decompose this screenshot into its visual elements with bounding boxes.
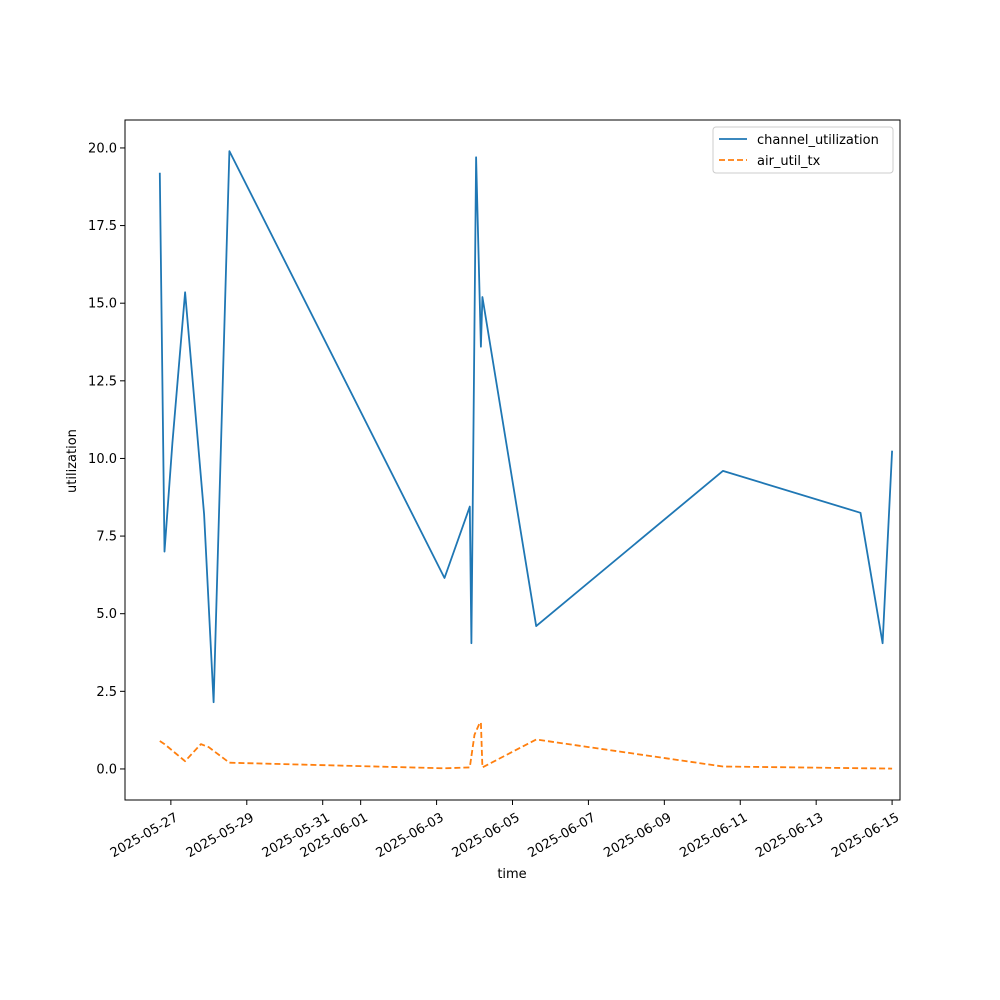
data-point — [474, 734, 475, 735]
data-point — [159, 741, 160, 742]
data-point — [213, 702, 214, 703]
data-point — [860, 512, 861, 513]
data-point — [476, 157, 477, 158]
data-point — [208, 747, 209, 748]
data-point — [479, 723, 480, 724]
data-point — [204, 514, 205, 515]
y-tick-label: 17.5 — [88, 219, 117, 234]
data-point — [882, 643, 883, 644]
legend-box — [712, 126, 894, 174]
y-tick-label: 0.0 — [96, 762, 117, 777]
data-point — [444, 768, 445, 769]
data-point — [200, 744, 201, 745]
data-point — [482, 767, 483, 768]
data-point — [172, 442, 173, 443]
legend-label-channel-utilization: channel_utilization — [757, 133, 879, 148]
y-tick-label: 10.0 — [88, 452, 117, 467]
data-point — [229, 151, 230, 152]
legend: channel_utilization air_util_tx — [712, 126, 894, 174]
data-point — [722, 766, 723, 767]
data-point — [164, 744, 165, 745]
data-point — [159, 172, 160, 173]
data-point — [469, 506, 470, 507]
y-axis-label: utilization — [65, 429, 80, 493]
legend-label-air-util-tx: air_util_tx — [757, 154, 821, 169]
x-axis-label: time — [497, 867, 526, 882]
y-tick-label: 20.0 — [88, 141, 117, 156]
data-point — [536, 626, 537, 627]
y-axis: 0.0 2.5 5.0 7.5 10.0 12.5 15.0 17.5 20.0 — [88, 141, 125, 777]
data-point — [892, 450, 893, 451]
series-line-air-util-tx — [159, 721, 893, 770]
y-tick-label: 12.5 — [88, 374, 117, 389]
data-point — [480, 722, 481, 723]
data-point — [471, 643, 472, 644]
series-line-channel-utilization — [158, 150, 893, 704]
data-point — [185, 292, 186, 293]
data-point — [482, 297, 483, 298]
y-tick-label: 5.0 — [96, 607, 117, 622]
data-point — [722, 470, 723, 471]
data-point — [164, 551, 165, 552]
data-point — [469, 767, 470, 768]
y-tick-label: 2.5 — [96, 685, 117, 700]
y-tick-label: 7.5 — [96, 530, 117, 545]
data-point — [892, 768, 893, 769]
y-tick-label: 15.0 — [88, 297, 117, 312]
data-point — [536, 739, 537, 740]
data-point — [480, 346, 481, 347]
data-point — [185, 761, 186, 762]
series-layer — [158, 150, 893, 770]
data-point — [444, 578, 445, 579]
data-point — [229, 762, 230, 763]
